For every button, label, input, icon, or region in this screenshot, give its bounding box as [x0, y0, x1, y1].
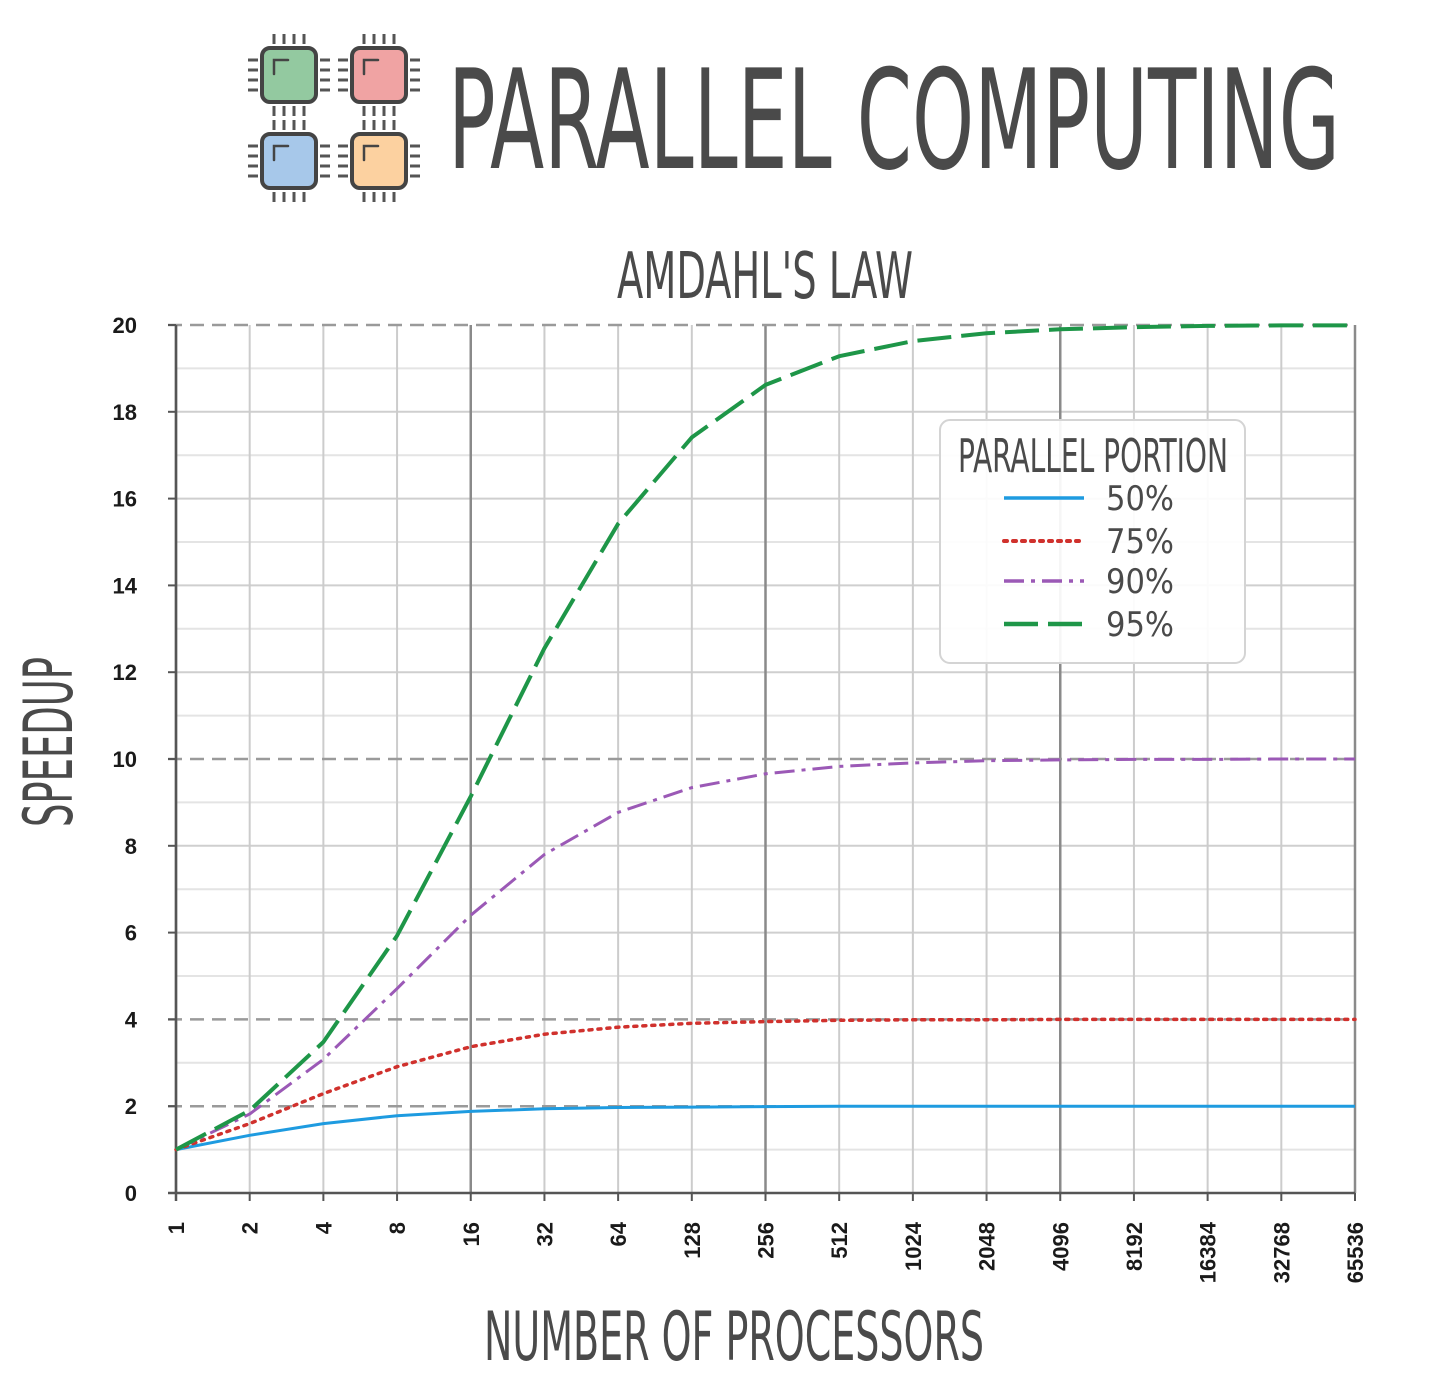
- legend-item: 75%: [1002, 522, 1174, 562]
- series-line-95pct: [175, 323, 1355, 1152]
- x-tick-label: 256: [754, 1222, 779, 1259]
- x-tick-label: 2: [238, 1222, 263, 1234]
- chart-axes: [168, 325, 1355, 1201]
- x-tick-label: 8192: [1122, 1222, 1147, 1271]
- chip-red-icon: [338, 34, 420, 116]
- legend-box: [939, 419, 1246, 664]
- x-tick-label: 128: [680, 1222, 705, 1259]
- x-tick-label: 16: [459, 1222, 484, 1246]
- x-tick-label: 16384: [1196, 1221, 1221, 1283]
- legend-label: 50%: [1106, 479, 1174, 519]
- legend-item: 95%: [1004, 605, 1174, 645]
- x-tick-label: 1: [164, 1222, 189, 1234]
- y-tick-label: 4: [125, 1007, 138, 1032]
- quad-core-chip-logo: [248, 34, 420, 202]
- y-tick-label: 20: [113, 313, 137, 338]
- legend-label: 90%: [1106, 562, 1174, 602]
- legend-entries: 50%75%90%95%: [1002, 479, 1174, 645]
- legend-label: 95%: [1106, 605, 1174, 645]
- y-tick-label: 6: [125, 921, 137, 946]
- y-tick-label: 16: [113, 487, 137, 512]
- legend-item: 50%: [1004, 479, 1174, 519]
- chart-legend: PARALLEL PORTION 50%75%90%95%: [939, 419, 1246, 664]
- x-tick-label: 32768: [1269, 1222, 1294, 1283]
- x-tick-label: 2048: [975, 1222, 1000, 1271]
- legend-title: PARALLEL PORTION: [958, 429, 1228, 483]
- y-tick-label: 14: [113, 573, 138, 598]
- y-tick-label: 8: [125, 834, 137, 859]
- y-tick-label: 0: [125, 1181, 137, 1206]
- x-tick-label: 64: [606, 1221, 631, 1246]
- chip-orange-icon: [338, 120, 420, 202]
- legend-label: 75%: [1106, 522, 1174, 562]
- series-line-90pct: [175, 757, 1355, 1151]
- x-tick-label: 65536: [1343, 1222, 1368, 1283]
- x-tick-label: 512: [827, 1222, 852, 1259]
- y-tick-label: 2: [125, 1094, 137, 1119]
- y-axis-ticks: 0 2 4 6 8 10 12 14 16 18 20: [113, 313, 176, 1206]
- series-line-75pct: [174, 1017, 1357, 1152]
- y-tick-label: 10: [113, 747, 137, 772]
- chart-title: AMDAHL'S LAW: [617, 240, 913, 314]
- x-axis-label: NUMBER OF PROCESSORS: [484, 1298, 984, 1377]
- y-tick-label: 18: [113, 400, 137, 425]
- x-tick-label: 32: [532, 1222, 557, 1246]
- legend-item: 90%: [1004, 562, 1174, 602]
- x-tick-label: 4: [311, 1221, 336, 1234]
- y-axis-label: SPEEDUP: [10, 657, 89, 827]
- y-tick-label: 12: [113, 660, 137, 685]
- x-tick-label: 1024: [901, 1221, 926, 1271]
- chart-series: [174, 323, 1357, 1152]
- x-tick-label: 4096: [1048, 1222, 1073, 1271]
- chip-blue-icon: [248, 120, 330, 202]
- chip-green-icon: [248, 34, 330, 116]
- page-title: PARALLEL COMPUTING: [448, 40, 1340, 201]
- x-axis-ticks: 1 2 4 8 16 32 64 128 256 512 1024 2048 4096 8192 16384…: [164, 1193, 1368, 1283]
- series-line-50pct: [175, 1104, 1355, 1152]
- x-tick-label: 8: [385, 1222, 410, 1234]
